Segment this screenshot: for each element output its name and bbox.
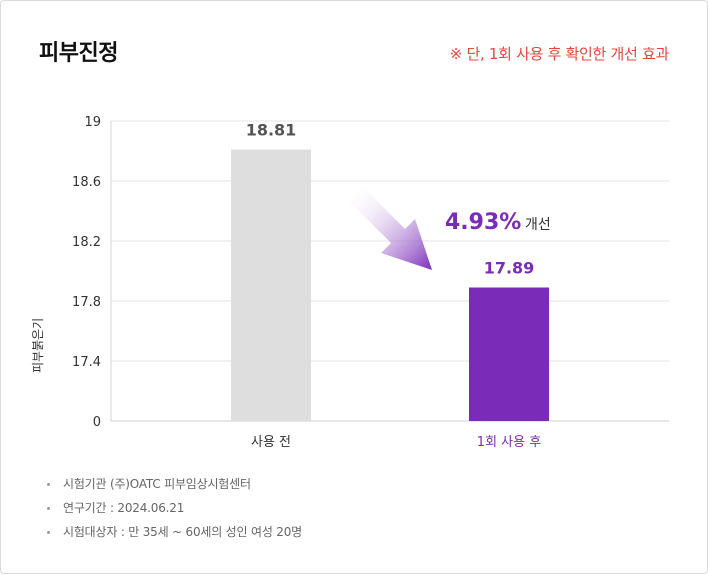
y-tick-label: 18.6 bbox=[72, 175, 101, 190]
decrease-arrow-icon bbox=[349, 187, 432, 270]
y-tick-label: 17.4 bbox=[72, 355, 101, 370]
y-tick-label: 19 bbox=[84, 115, 101, 130]
value-labels: 18.81 17.89 bbox=[246, 121, 535, 278]
x-tick-label: 사용 전 bbox=[251, 435, 291, 450]
grid-lines bbox=[110, 120, 669, 422]
footnote-item: 연구기간 : 2024.06.21 bbox=[47, 496, 302, 520]
bar-value-label: 18.81 bbox=[246, 121, 297, 140]
y-ticks: 19 18.6 18.2 17.8 17.4 0 bbox=[72, 115, 101, 430]
y-tick-label: 0 bbox=[93, 415, 101, 430]
footnotes: 시험기관 (주)OATC 피부임상시험센터 연구기간 : 2024.06.21 … bbox=[47, 472, 302, 544]
bar-value-label: 17.89 bbox=[484, 259, 535, 278]
footnote-item: 시험대상자 : 만 35세 ~ 60세의 성인 여성 20명 bbox=[47, 520, 302, 544]
bar bbox=[469, 287, 549, 421]
x-tick-label: 1회 사용 후 bbox=[477, 435, 541, 450]
page-title: 피부진정 bbox=[39, 41, 118, 66]
x-ticks: 사용 전 1회 사용 후 bbox=[251, 435, 541, 450]
improvement-label: 개선 bbox=[525, 217, 551, 233]
y-tick-label: 17.8 bbox=[72, 295, 101, 310]
y-axis-label: 피부붉은기 bbox=[31, 317, 45, 373]
effect-note: ※ 단, 1회 사용 후 확인한 개선 효과 bbox=[449, 45, 670, 63]
improvement-value: 4.93% bbox=[445, 210, 521, 235]
y-tick-label: 18.2 bbox=[72, 235, 101, 250]
bars bbox=[231, 149, 549, 421]
bar bbox=[231, 149, 311, 421]
footnote-item: 시험기관 (주)OATC 피부임상시험센터 bbox=[47, 472, 302, 496]
